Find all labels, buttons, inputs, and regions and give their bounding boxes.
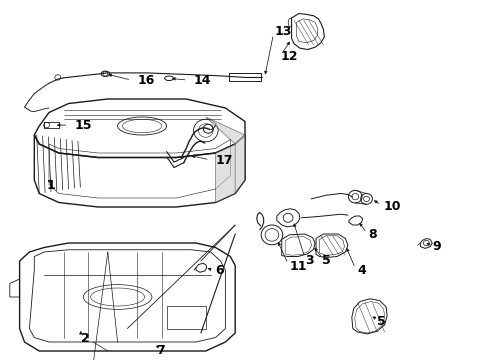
Text: 15: 15 [75, 118, 93, 132]
Text: 4: 4 [358, 264, 367, 278]
Text: 8: 8 [368, 228, 377, 242]
Text: 5: 5 [322, 255, 331, 267]
Text: 3: 3 [305, 253, 314, 267]
Text: 5: 5 [377, 315, 386, 328]
Text: 11: 11 [289, 260, 307, 273]
Text: 17: 17 [216, 154, 233, 167]
Text: 10: 10 [383, 201, 401, 213]
Text: 14: 14 [194, 73, 211, 87]
Text: 1: 1 [47, 179, 56, 192]
Polygon shape [206, 117, 245, 202]
Text: 6: 6 [216, 264, 224, 278]
Text: 12: 12 [281, 50, 298, 63]
Text: 7: 7 [156, 343, 165, 357]
Text: 16: 16 [137, 73, 154, 87]
Text: 9: 9 [432, 240, 441, 253]
Text: 13: 13 [274, 25, 292, 38]
Text: 2: 2 [81, 332, 90, 345]
